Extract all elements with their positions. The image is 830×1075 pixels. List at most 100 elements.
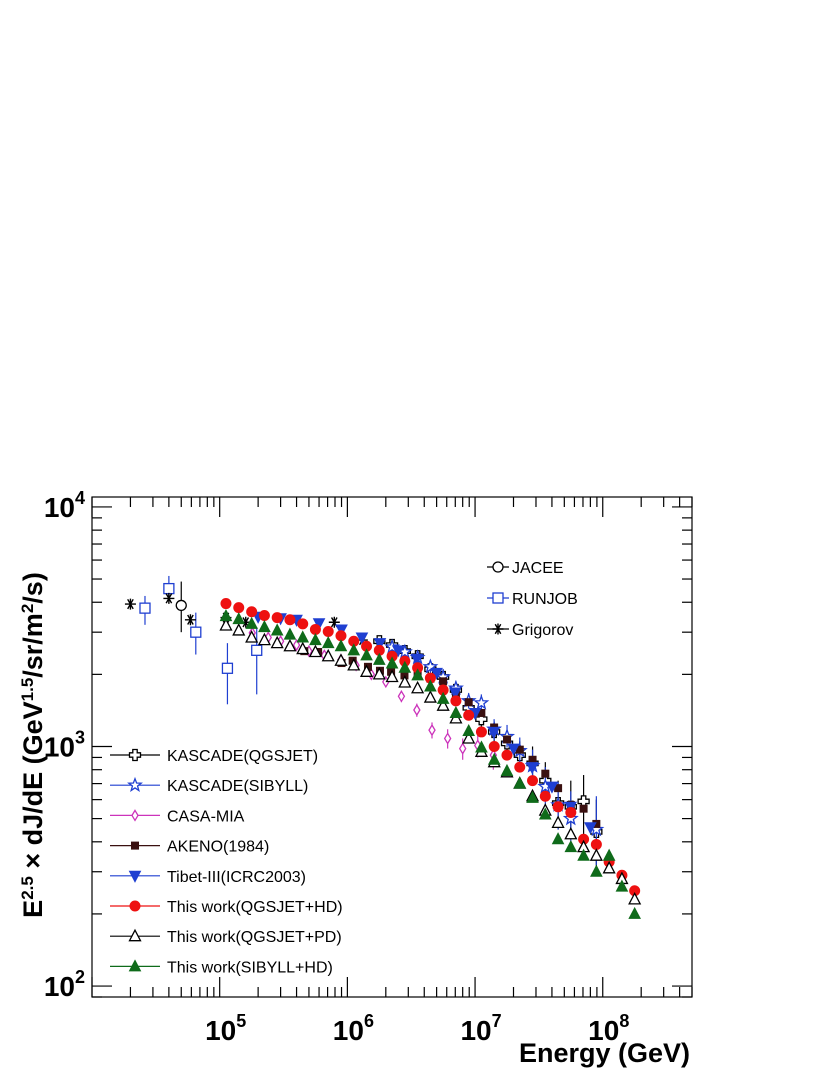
data-point [391, 645, 405, 658]
legend-label: This work(SIBYLL+HD) [167, 959, 333, 976]
data-point [258, 620, 271, 633]
legend-entry: KASCADE(QGSJET) [110, 748, 318, 765]
data-point [221, 662, 234, 674]
data-point [124, 598, 136, 610]
data-point [473, 694, 490, 710]
data-point [579, 804, 588, 813]
data-point [190, 626, 202, 638]
data-point [513, 776, 527, 789]
legend-label: CASA-MIA [167, 808, 245, 825]
data-point [448, 687, 462, 700]
data-point [463, 709, 475, 721]
data-point [163, 592, 175, 604]
data-point [347, 643, 361, 656]
y-axis-title-sup1: 2.5 [18, 876, 37, 900]
data-point [514, 761, 526, 773]
data-point [321, 636, 335, 649]
y-axis-title: E2.5 × dJ/dE (GeV1.5/sr/m2/s) [18, 572, 49, 918]
y-axis-title-sup3: 2 [18, 604, 37, 613]
data-point [347, 657, 361, 671]
legend-entry: AKENO(1984) [110, 839, 269, 856]
data-point [628, 906, 641, 919]
legend-marker [492, 561, 504, 573]
data-point [539, 790, 551, 802]
data-point [257, 632, 271, 646]
data-point [424, 679, 437, 692]
legend-marker [492, 592, 504, 604]
data-point [464, 698, 473, 707]
data-point [372, 652, 386, 665]
data-point [163, 582, 175, 595]
data-point [500, 763, 514, 777]
data-point [525, 762, 539, 775]
data-point [458, 742, 467, 755]
legend-marker [128, 959, 142, 972]
data-point [359, 664, 374, 677]
data-point [139, 602, 151, 614]
data-point [328, 616, 340, 628]
legend-entry: RUNJOB [487, 591, 578, 608]
data-point [292, 638, 301, 652]
legend-entry: KASCADE(SIBYLL) [110, 776, 308, 795]
data-point [450, 695, 462, 707]
data-point [628, 891, 642, 905]
y-axis-title-mid2: /sr/m [18, 613, 48, 678]
x-tick-labels: 105 106 107 108 [205, 1011, 629, 1046]
data-point [507, 743, 520, 756]
data-point [296, 641, 310, 655]
data-point [503, 735, 512, 744]
data-point [270, 635, 284, 649]
legend-label: Grigorov [512, 622, 573, 639]
legend-label: RUNJOB [512, 591, 578, 608]
x-tick-label: 107 [460, 1011, 501, 1046]
y-axis-title-mid: × dJ/dE (GeV [18, 701, 48, 876]
data-point [590, 864, 603, 877]
legend-label: This work(QGSJET+PD) [167, 929, 342, 946]
data-point [475, 726, 487, 738]
legend: JACEE RUNJOB Grigorov KASCADE(QGSJET) KASCAD… [110, 560, 578, 976]
data-point [296, 630, 310, 643]
data-point [372, 666, 386, 680]
data-point [584, 822, 597, 835]
legend-label: KASCADE(SIBYLL) [167, 778, 308, 795]
legend-label: KASCADE(QGSJET) [167, 748, 318, 765]
data-point [564, 826, 578, 840]
data-point [270, 623, 284, 636]
x-tick-label: 106 [333, 1011, 374, 1046]
data-point [487, 752, 501, 765]
data-point [232, 612, 246, 625]
legend-label: AKENO(1984) [167, 839, 269, 856]
data-point [590, 838, 602, 850]
legend-entry: Tibet-III(ICRC2003) [110, 869, 306, 886]
legend-marker [127, 776, 143, 792]
data-point [439, 677, 448, 686]
legend-label: JACEE [512, 560, 564, 577]
legend-marker [129, 900, 141, 912]
data-point [527, 775, 539, 787]
data-point [411, 680, 425, 694]
series-JACEE [175, 581, 187, 633]
data-point [251, 644, 263, 656]
data-point [334, 639, 348, 652]
data-point [423, 690, 437, 703]
data-point [564, 840, 578, 853]
data-point [219, 609, 233, 622]
data-point [615, 879, 629, 892]
series-Grigorov [124, 592, 368, 646]
x-tick-label: 105 [205, 1011, 246, 1046]
data-point [398, 660, 412, 673]
data-point [475, 740, 488, 753]
data-point [271, 612, 283, 624]
data-point [462, 731, 476, 744]
series-layer [124, 575, 642, 919]
axis-ticks [91, 497, 693, 998]
legend-marker [492, 623, 504, 635]
data-point [538, 807, 552, 820]
data-point [487, 726, 501, 740]
series-This work(SIBYLL+HD) [219, 609, 641, 919]
data-point [240, 616, 252, 628]
data-point [541, 769, 550, 778]
data-point [422, 658, 439, 674]
legend-entry: This work(QGSJET+PD) [110, 928, 342, 946]
